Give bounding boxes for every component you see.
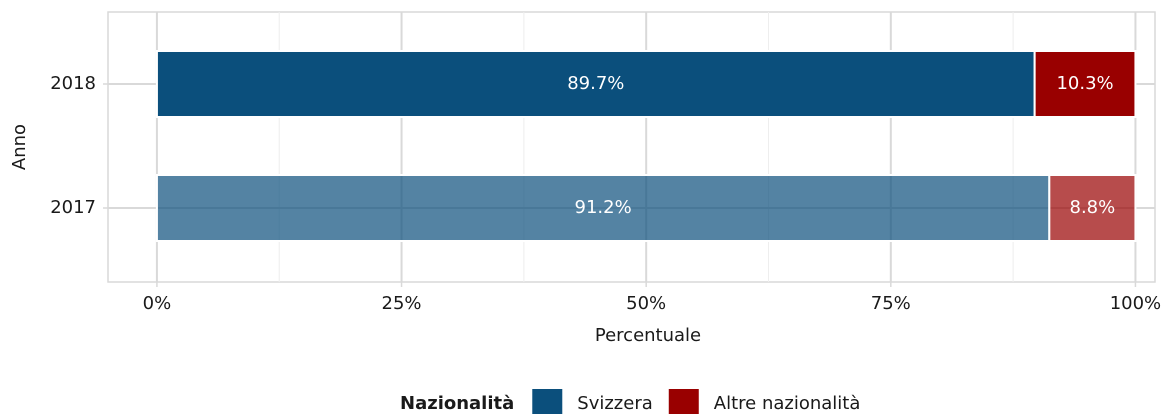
legend-label: Altre nazionalità — [714, 393, 861, 414]
x-tick-label: 75% — [871, 293, 911, 314]
bar-segment — [1033, 50, 1137, 118]
panel-border — [107, 11, 1156, 283]
bar-segment — [155, 50, 1036, 118]
x-axis-label: Percentuale — [595, 325, 701, 346]
value-label: 8.8% — [1070, 197, 1116, 218]
legend-swatch — [668, 389, 699, 414]
x-tick-label: 25% — [382, 293, 422, 314]
bar-segment — [1048, 174, 1137, 242]
value-label: 91.2% — [575, 197, 632, 218]
legend-title: Nazionalità — [400, 393, 514, 414]
y-tick-label: 2018 — [50, 73, 96, 94]
legend-swatch — [532, 389, 563, 414]
y-axis-label: Anno — [9, 124, 30, 170]
bar-segment — [155, 174, 1051, 242]
x-tick-label: 50% — [626, 293, 666, 314]
x-tick-label: 100% — [1110, 293, 1161, 314]
y-tick-label: 2017 — [50, 197, 96, 218]
x-tick-label: 0% — [143, 293, 172, 314]
legend-label: Svizzera — [577, 393, 652, 414]
value-label: 10.3% — [1056, 73, 1113, 94]
value-label: 89.7% — [567, 73, 624, 94]
